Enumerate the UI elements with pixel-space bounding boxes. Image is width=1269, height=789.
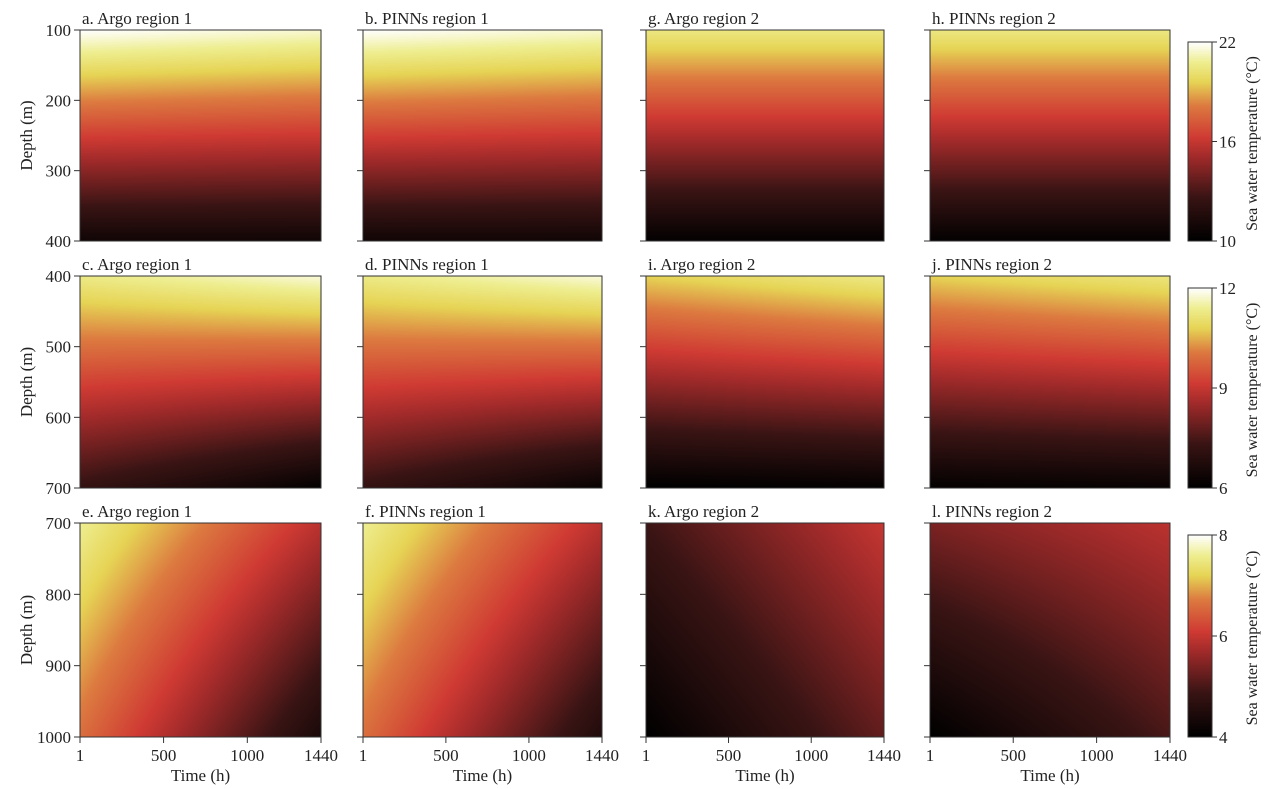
- colorbar-tick-label: 9: [1219, 379, 1228, 398]
- panel-frame: [79, 522, 322, 738]
- y-tick-label: 600: [46, 408, 72, 427]
- panel-frame: [362, 275, 603, 489]
- y-axis-label: Depth (m): [17, 100, 36, 170]
- x-tick-label: 500: [433, 746, 459, 765]
- colorbar-tick-label: 8: [1219, 526, 1228, 545]
- colorbar-tick-label: 6: [1219, 627, 1228, 646]
- x-tick-label: 1: [76, 746, 85, 765]
- colorbar-frame: [1187, 287, 1213, 489]
- x-tick-label: 1: [642, 746, 651, 765]
- colorbar-tick-label: 4: [1219, 728, 1228, 747]
- heatmap-h: [930, 30, 1170, 241]
- y-tick-label: 100: [46, 21, 72, 40]
- panel-title: k. Argo region 2: [648, 502, 759, 521]
- y-axis-label: Depth (m): [17, 347, 36, 417]
- x-tick-label: 1440: [304, 746, 338, 765]
- panel-title: a. Argo region 1: [82, 9, 192, 28]
- y-tick-label: 700: [46, 479, 72, 498]
- heatmap-f: [363, 523, 602, 737]
- y-axis-label: Depth (m): [17, 595, 36, 665]
- x-tick-label: 1000: [512, 746, 546, 765]
- colorbar-frame: [1187, 41, 1213, 242]
- colorbar-label: Sea water temperature (°C): [1244, 551, 1261, 726]
- colorbar-label: Sea water temperature (°C): [1244, 56, 1261, 231]
- panel-frame: [79, 275, 322, 489]
- heatmap-e: [80, 523, 321, 737]
- heatmap-k: [646, 523, 884, 737]
- x-tick-label: 1440: [585, 746, 619, 765]
- panel-title: e. Argo region 1: [82, 502, 192, 521]
- colorbar-tick-label: 10: [1219, 232, 1236, 251]
- x-tick-label: 1000: [1080, 746, 1114, 765]
- colorbar-tick-label: 6: [1219, 479, 1228, 498]
- y-tick-label: 900: [46, 657, 72, 676]
- panel-frame: [645, 275, 885, 489]
- colorbar-frame: [1187, 534, 1213, 738]
- colorbar: [1188, 42, 1212, 241]
- x-tick-label: 1000: [794, 746, 828, 765]
- panel-title: g. Argo region 2: [648, 9, 759, 28]
- panel-frame: [645, 29, 885, 242]
- y-tick-label: 1000: [37, 728, 71, 747]
- heatmap-g: [646, 30, 884, 241]
- y-tick-label: 300: [46, 162, 72, 181]
- heatmap-a: [80, 30, 321, 241]
- panel-frame: [929, 275, 1171, 489]
- colorbar-tick-label: 22: [1219, 33, 1236, 52]
- panel-title: b. PINNs region 1: [365, 9, 489, 28]
- x-tick-label: 500: [716, 746, 742, 765]
- x-axis-label: Time (h): [171, 766, 230, 785]
- panel-title: j. PINNs region 2: [931, 255, 1052, 274]
- x-tick-label: 1: [926, 746, 935, 765]
- x-axis-label: Time (h): [735, 766, 794, 785]
- x-tick-label: 1000: [230, 746, 264, 765]
- colorbar-tick-label: 12: [1219, 279, 1236, 298]
- x-tick-label: 1440: [1153, 746, 1187, 765]
- x-tick-label: 1: [359, 746, 368, 765]
- panel-frame: [929, 522, 1171, 738]
- heatmap-d: [363, 276, 602, 488]
- heatmap-b: [363, 30, 602, 241]
- x-axis-label: Time (h): [1020, 766, 1079, 785]
- panel-title: i. Argo region 2: [648, 255, 755, 274]
- panel-title: f. PINNs region 1: [365, 502, 486, 521]
- colorbar-label: Sea water temperature (°C): [1244, 303, 1261, 478]
- panel-title: h. PINNs region 2: [932, 9, 1056, 28]
- heatmap-i: [646, 276, 884, 488]
- heatmap-l: [930, 523, 1170, 737]
- x-tick-label: 500: [151, 746, 177, 765]
- panel-frame: [362, 522, 603, 738]
- x-tick-label: 500: [1000, 746, 1026, 765]
- panel-frame: [645, 522, 885, 738]
- panel-title: d. PINNs region 1: [365, 255, 489, 274]
- colorbar-tick-label: 16: [1219, 133, 1236, 152]
- panel-frame: [362, 29, 603, 242]
- colorbar: [1188, 288, 1212, 488]
- y-tick-label: 400: [46, 267, 72, 286]
- colorbar: [1188, 535, 1212, 737]
- heatmap-c: [80, 276, 321, 488]
- x-axis-label: Time (h): [453, 766, 512, 785]
- y-tick-label: 800: [46, 585, 72, 604]
- heatmap-j: [930, 276, 1170, 488]
- panel-title: l. PINNs region 2: [932, 502, 1052, 521]
- panel-frame: [79, 29, 322, 242]
- y-tick-label: 700: [46, 514, 72, 533]
- panel-title: c. Argo region 1: [82, 255, 192, 274]
- y-tick-label: 400: [46, 232, 72, 251]
- y-tick-label: 200: [46, 91, 72, 110]
- panel-frame: [929, 29, 1171, 242]
- y-tick-label: 500: [46, 338, 72, 357]
- x-tick-label: 1440: [867, 746, 901, 765]
